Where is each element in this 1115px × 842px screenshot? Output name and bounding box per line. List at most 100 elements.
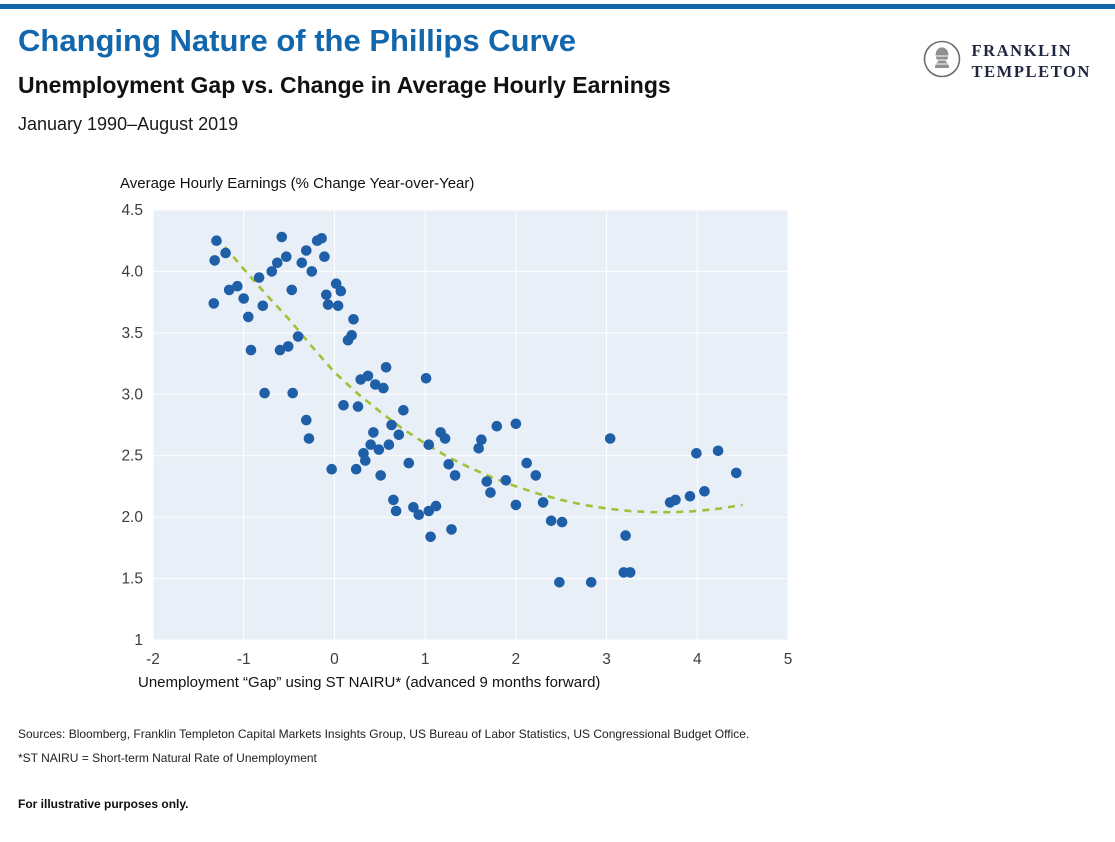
scatter-point xyxy=(238,292,249,304)
scatter-point xyxy=(346,329,357,341)
logo-line2: TEMPLETON xyxy=(971,61,1091,81)
scatter-point xyxy=(491,420,503,432)
scatter-point xyxy=(423,439,435,450)
scatter-point xyxy=(360,454,371,466)
scatter-point xyxy=(731,467,742,478)
scatter-point xyxy=(375,469,387,481)
scatter-point xyxy=(473,442,485,454)
x-tick-label: 0 xyxy=(330,651,339,668)
x-tick-label: 5 xyxy=(784,651,793,668)
scatter-point xyxy=(545,515,557,526)
scatter-point xyxy=(386,419,397,430)
plot-area xyxy=(153,209,788,640)
phillips-curve-chart: -2 -1 0 1 2 3 4 5 4.5 4.0 3.5 3.0 2.5 2.0 1.5 1 xyxy=(121,202,793,668)
footnote-st-nairu: *ST NAIRU = Short-term Natural Rate of U… xyxy=(18,750,317,765)
scatter-point xyxy=(301,414,312,426)
scatter-point xyxy=(449,469,461,481)
y-tick-label: 4.5 xyxy=(121,202,143,219)
scatter-point xyxy=(287,387,298,399)
scatter-point xyxy=(481,475,493,487)
scatter-point xyxy=(286,284,298,295)
x-tick-label: 2 xyxy=(512,651,521,668)
scatter-point xyxy=(510,418,522,429)
scatter-point xyxy=(383,439,395,450)
scatter-point xyxy=(585,576,597,588)
scatter-point xyxy=(276,231,288,242)
scatter-point xyxy=(257,300,269,311)
scatter-point xyxy=(373,443,385,455)
page-content: Changing Nature of the Phillips Curve Un… xyxy=(0,9,1115,811)
scatter-point xyxy=(321,289,332,300)
scatter-point xyxy=(378,382,389,394)
scatter-point xyxy=(253,271,265,283)
scatter-point xyxy=(352,400,364,412)
page-subtitle: Unemployment Gap vs. Change in Average H… xyxy=(18,71,671,98)
y-tick-label: 1.5 xyxy=(121,570,143,587)
scatter-point xyxy=(446,523,457,535)
y-tick-label: 3.0 xyxy=(121,386,143,403)
scatter-point xyxy=(316,232,327,244)
scatter-point xyxy=(209,254,220,266)
scatter-point xyxy=(338,399,349,411)
footer: Sources: Bloomberg, Franklin Templeton C… xyxy=(18,727,1095,811)
x-tick-label: -2 xyxy=(146,651,160,668)
franklin-templeton-emblem-icon xyxy=(922,39,962,84)
logo-text: FRANKLIN TEMPLETON xyxy=(971,41,1091,82)
scatter-point xyxy=(243,311,254,322)
scatter-point xyxy=(245,344,257,356)
scatter-point xyxy=(332,300,344,311)
scatter-point xyxy=(208,297,220,309)
scatter-point xyxy=(408,501,419,513)
scatter-point xyxy=(420,372,432,384)
scatter-point xyxy=(348,313,359,325)
scatter-point xyxy=(670,494,681,505)
y-tick-label: 4.0 xyxy=(121,263,143,280)
scatter-point xyxy=(604,432,616,444)
x-axis-title: Unemployment “Gap” using ST NAIRU* (adva… xyxy=(138,673,601,691)
scatter-point xyxy=(259,387,270,399)
scatter-point xyxy=(306,265,318,277)
x-tick-label: 1 xyxy=(421,651,430,668)
scatter-point xyxy=(274,344,286,356)
scatter-point xyxy=(521,457,532,469)
x-tick-label: -1 xyxy=(237,651,251,668)
scatter-point xyxy=(211,235,222,246)
scatter-point xyxy=(370,378,381,390)
scatter-point xyxy=(319,251,330,262)
scatter-point xyxy=(684,490,696,502)
top-accent-bar xyxy=(0,4,1115,9)
scatter-point xyxy=(691,447,702,459)
scatter-point xyxy=(699,485,710,497)
scatter-point xyxy=(281,251,292,262)
logo-line1: FRANKLIN xyxy=(971,40,1073,60)
footer-disclaimer: For illustrative purposes only. xyxy=(18,796,189,811)
scatter-point xyxy=(223,284,235,295)
scatter-point xyxy=(326,463,337,475)
scatter-point xyxy=(388,494,399,505)
y-tick-label: 1 xyxy=(134,632,143,649)
header: Changing Nature of the Phillips Curve Un… xyxy=(18,23,1095,135)
scatter-point xyxy=(556,516,568,528)
scatter-point xyxy=(368,426,379,438)
y-axis-title: Average Hourly Earnings (% Change Year-o… xyxy=(120,174,475,192)
y-tick-label: 3.5 xyxy=(121,324,143,341)
scatter-point xyxy=(365,439,377,450)
scatter-point xyxy=(425,531,436,542)
x-tick-label: 4 xyxy=(693,651,702,668)
scatter-point xyxy=(322,298,334,310)
scatter-point xyxy=(362,370,374,381)
scatter-point xyxy=(296,257,308,268)
chart-block: Average Hourly Earnings (% Change Year-o… xyxy=(101,175,1095,691)
scatter-point xyxy=(443,458,455,470)
scatter-point xyxy=(398,404,409,416)
scatter-point xyxy=(220,247,231,258)
scatter-point xyxy=(380,361,392,373)
scatter-point xyxy=(500,474,512,486)
franklin-templeton-logo: FRANKLIN TEMPLETON xyxy=(922,39,1091,84)
scatter-point xyxy=(393,429,405,440)
trend-line xyxy=(215,235,743,514)
scatter-point xyxy=(390,505,402,516)
scatter-point xyxy=(712,445,724,456)
header-titles: Changing Nature of the Phillips Curve Un… xyxy=(18,23,671,135)
scatter-point xyxy=(272,257,283,268)
